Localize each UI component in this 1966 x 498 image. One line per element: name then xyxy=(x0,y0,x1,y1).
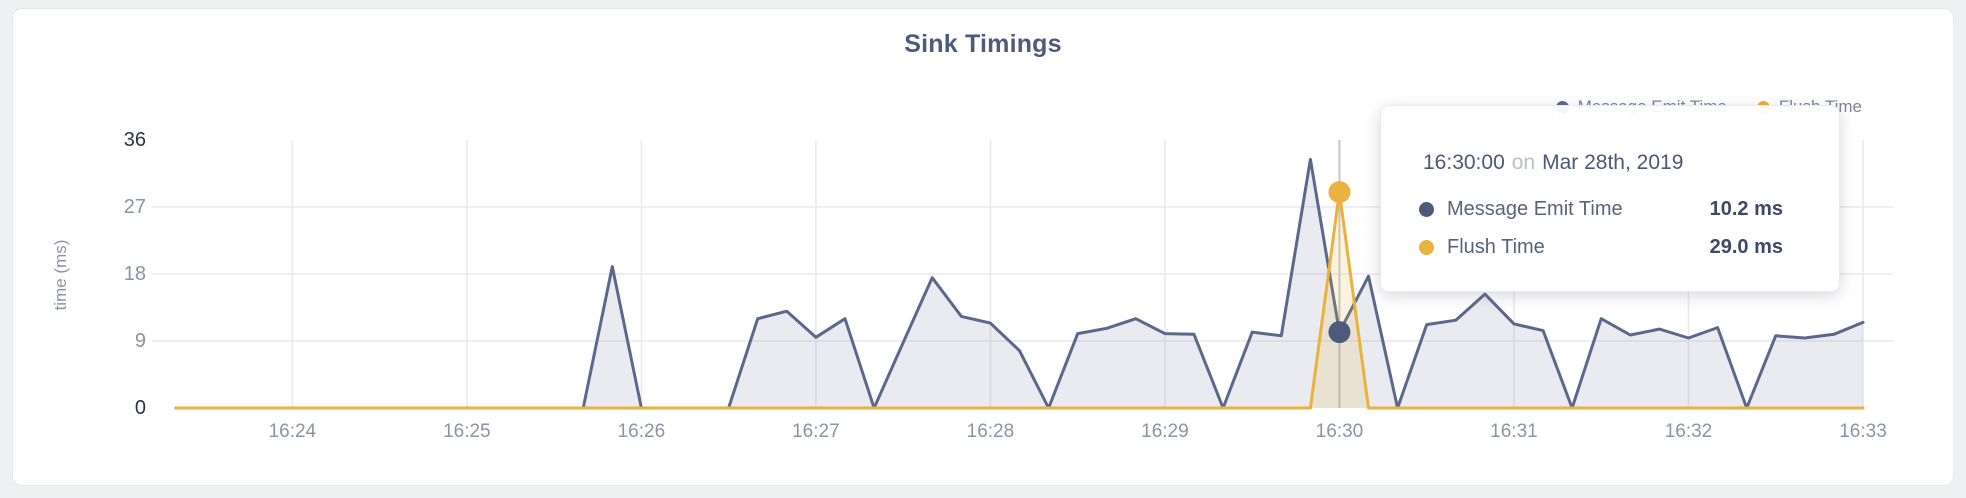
chart-title: Sink Timings xyxy=(904,30,1062,58)
tooltip-title: 16:30:00 on Mar 28th, 2019 xyxy=(1423,151,1683,175)
tooltip-date: Mar 28th, 2019 xyxy=(1542,151,1684,174)
x-axis-tick-label: 16:24 xyxy=(268,421,317,442)
series-marker-icon xyxy=(1419,239,1434,255)
x-axis-tick-label: 16:26 xyxy=(617,421,666,442)
tooltip-time: 16:30:00 xyxy=(1423,151,1505,174)
chart-tooltip: 16:30:00 on Mar 28th, 2019 Message Emit Ti… xyxy=(1380,105,1840,292)
tooltip-row: Message Emit Time 10.2 ms xyxy=(1419,194,1783,224)
y-axis-tick-label: 18 xyxy=(123,263,146,285)
tooltip-rows: Message Emit Time 10.2 ms Flush Time 29.0 m… xyxy=(1419,194,1783,270)
y-axis-tick-label: 0 xyxy=(134,397,146,419)
x-axis-tick-label: 16:32 xyxy=(1664,421,1713,442)
x-axis-tick-label: 16:27 xyxy=(792,421,840,442)
tooltip-series-value: 29.0 ms xyxy=(1709,235,1783,258)
hover-marker-message-emit-time xyxy=(1328,321,1351,344)
series-area-message-emit-time xyxy=(176,159,1863,408)
tooltip-connector: on xyxy=(1511,151,1536,174)
x-axis-tick-label: 16:31 xyxy=(1490,421,1538,442)
x-axis-tick-label: 16:30 xyxy=(1315,421,1364,442)
tooltip-series-value: 10.2 ms xyxy=(1709,197,1783,220)
x-axis-tick-label: 16:33 xyxy=(1839,421,1887,442)
y-axis-tick-label: 9 xyxy=(134,330,146,352)
y-axis-tick-label: 36 xyxy=(123,129,146,151)
y-axis-tick-label: 27 xyxy=(123,196,146,218)
series-line-flush-time xyxy=(174,190,1865,410)
tooltip-series-label: Message Emit Time xyxy=(1447,197,1623,220)
x-axis-tick-label: 16:29 xyxy=(1141,421,1189,442)
x-axis-tick-label: 16:25 xyxy=(443,421,491,442)
series-marker-icon xyxy=(1419,201,1434,217)
tooltip-series-label: Flush Time xyxy=(1447,235,1545,258)
x-axis-tick-label: 16:28 xyxy=(966,421,1015,442)
hover-marker-flush-time xyxy=(1328,181,1351,204)
tooltip-row: Flush Time 29.0 ms xyxy=(1419,232,1783,262)
